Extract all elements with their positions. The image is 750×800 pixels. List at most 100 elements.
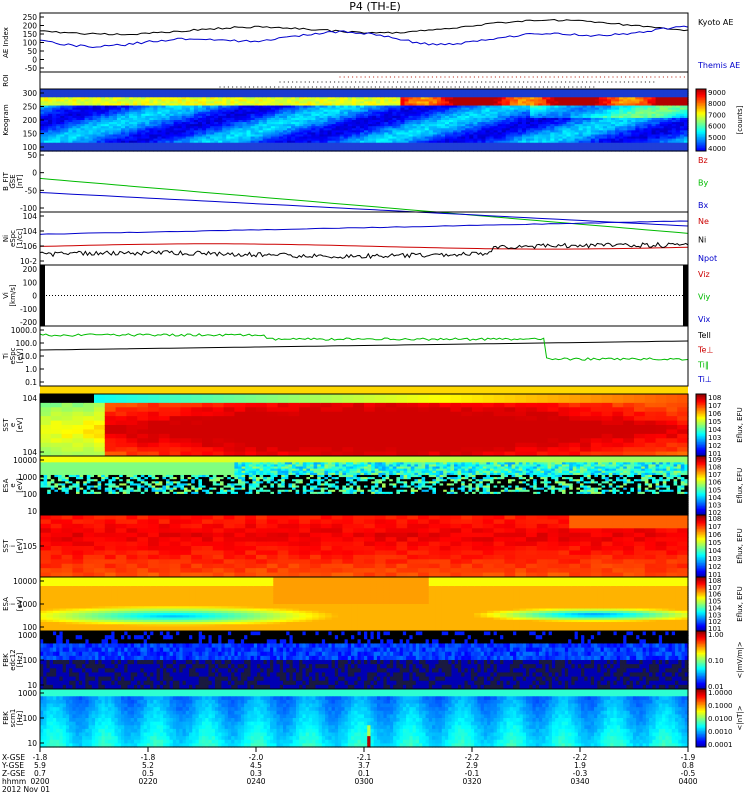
xtick-hhmm: 0200: [30, 777, 49, 786]
legend-bz: Bz: [698, 156, 708, 165]
colorbar-tick: 0.0010: [708, 728, 733, 736]
colorbar-tick: 7000: [708, 111, 726, 119]
vi-right-bar: [683, 265, 688, 326]
ytick-label: 200: [23, 265, 38, 274]
colorbar-label: Eflux, EFU: [736, 586, 744, 621]
ytick-label: 104: [23, 227, 38, 236]
colorbar-tick: 0.0001: [708, 741, 733, 749]
x-axis: -1.85.90.70200-1.85.20.50220-2.04.50.302…: [1, 747, 698, 794]
colorbar-tick: 103: [708, 501, 721, 509]
ylabel: eSpc: [9, 347, 17, 364]
ytick-label: 250: [23, 13, 38, 22]
ylabel: Ni: [2, 235, 10, 242]
ylabel: AE Index: [2, 27, 10, 58]
ytick-label: 200: [23, 22, 38, 31]
ylabel: [Hz]: [16, 711, 24, 726]
date-label: 2012 Nov 01: [2, 785, 50, 794]
ytick-label: 1000: [18, 600, 37, 609]
ytick-label: 106: [23, 242, 38, 251]
ylabel: FBK: [2, 711, 10, 725]
colorbar-label: <|nT|>: [736, 705, 744, 730]
ylabel: [eV]: [16, 596, 24, 611]
colorbar-tick: 104: [708, 426, 722, 434]
xtick-z-gse: 0.7: [34, 769, 46, 778]
legend-viz: Viz: [698, 270, 710, 279]
ytick-label: 150: [23, 30, 38, 39]
ytick-label: 100: [23, 623, 38, 632]
ytick-label: 0.1: [25, 378, 37, 387]
ylabel: FBK: [2, 653, 10, 667]
colorbar-tick: 107: [708, 471, 721, 479]
ylabel: SST: [2, 418, 10, 432]
ytick-label: 105: [23, 542, 38, 551]
xtick-x-gse: -2.1: [357, 753, 372, 762]
xtick-y-gse: 5.2: [142, 761, 154, 770]
colorbar-tick: 104: [708, 494, 722, 502]
ytick-label: 100: [23, 143, 38, 152]
ytick-label: 250: [23, 103, 38, 112]
colorbar-label: Eflux, EFU: [736, 468, 744, 503]
ytick-label: 10: [27, 739, 37, 748]
colorbar-tick: 102: [708, 509, 721, 517]
ytick-label: 50: [27, 151, 37, 160]
colorbar-tick: 101: [708, 625, 721, 633]
colorbar-tick: 103: [708, 555, 721, 563]
colorbar-tick: 101: [708, 571, 721, 579]
colorbar-tick: 0.10: [708, 657, 724, 665]
ylabel: edc12: [9, 649, 17, 671]
ylabel: Ti: [2, 353, 10, 360]
series-themis-ae: [39, 25, 689, 49]
legend-by: By: [698, 179, 708, 188]
ytick-label: 1000: [18, 473, 37, 482]
xtick-x-gse: -1.8: [141, 753, 156, 762]
ytick-label: 1.0: [25, 365, 37, 374]
panel-esa_e: ESA e [eV] 10000 1000 100 10 109108107106105104…: [2, 455, 744, 517]
colorbar-tick: 108: [708, 515, 721, 523]
colorbar-tick: 101: [708, 450, 721, 458]
xtick-z-gse: -0.5: [681, 769, 696, 778]
ytick-label: 10-2: [20, 257, 37, 266]
ylabel: scm1: [9, 709, 17, 728]
xtick-hhmm: 0320: [462, 777, 481, 786]
xtick-x-gse: -1.9: [681, 753, 696, 762]
spectrogram-esa_i: [40, 577, 689, 632]
panel-ti: Ti eSpc [eV] 1000.0 100.0 10.0 1.0 0.1 Tell Te⊥ Ti…: [2, 325, 713, 387]
colorbar-tick: 109: [708, 456, 721, 464]
colorbar-tick: 106: [708, 531, 722, 539]
xtick-y-gse: 1.9: [574, 761, 586, 770]
panel-roi: ROI: [2, 71, 689, 90]
colorbar-tick: 108: [708, 394, 721, 402]
spectrogram-esa_e: [40, 456, 689, 516]
ytick-label: 100: [23, 490, 38, 499]
ytick-label: 10: [27, 681, 37, 690]
colorbar-tick: 102: [708, 563, 721, 571]
legend-npot: Npot: [698, 254, 717, 263]
legend-ni: Ni: [698, 236, 706, 245]
ytick-label: 100.0: [16, 339, 38, 348]
panel-frame: [39, 71, 689, 90]
xtick-hhmm: 0340: [570, 777, 589, 786]
panel-fbk_s: FBK scm1 [Hz] 1000 100 10 1.0000 0.1000 0.0100 0.…: [2, 688, 744, 749]
ytick-label: -200: [20, 318, 37, 327]
xtick-z-gse: -0.3: [573, 769, 588, 778]
ytick-label: 100: [23, 39, 38, 48]
ytick-label: 10000: [13, 456, 37, 465]
colorbar-tick: 104: [708, 547, 722, 555]
ylabel: i: [9, 545, 17, 547]
legend-te-: Te⊥: [697, 346, 713, 355]
spectrogram-keogram: [40, 89, 689, 152]
ytick-label: 104: [23, 212, 38, 221]
xtick-z-gse: 0.3: [250, 769, 262, 778]
colorbar-tick: 105: [708, 418, 721, 426]
series-ti-par: [39, 333, 689, 361]
ytick-label: 100: [23, 278, 38, 287]
sst-header-bar: [40, 386, 688, 394]
ytick-label: 300: [23, 89, 38, 98]
colorbar-tick: 0.01: [708, 683, 724, 691]
series-by: [39, 177, 689, 234]
ylabel: eSpc: [9, 230, 17, 247]
row-label-hhmm: hhmm: [2, 777, 26, 786]
colorbar-tick: 102: [708, 442, 721, 450]
